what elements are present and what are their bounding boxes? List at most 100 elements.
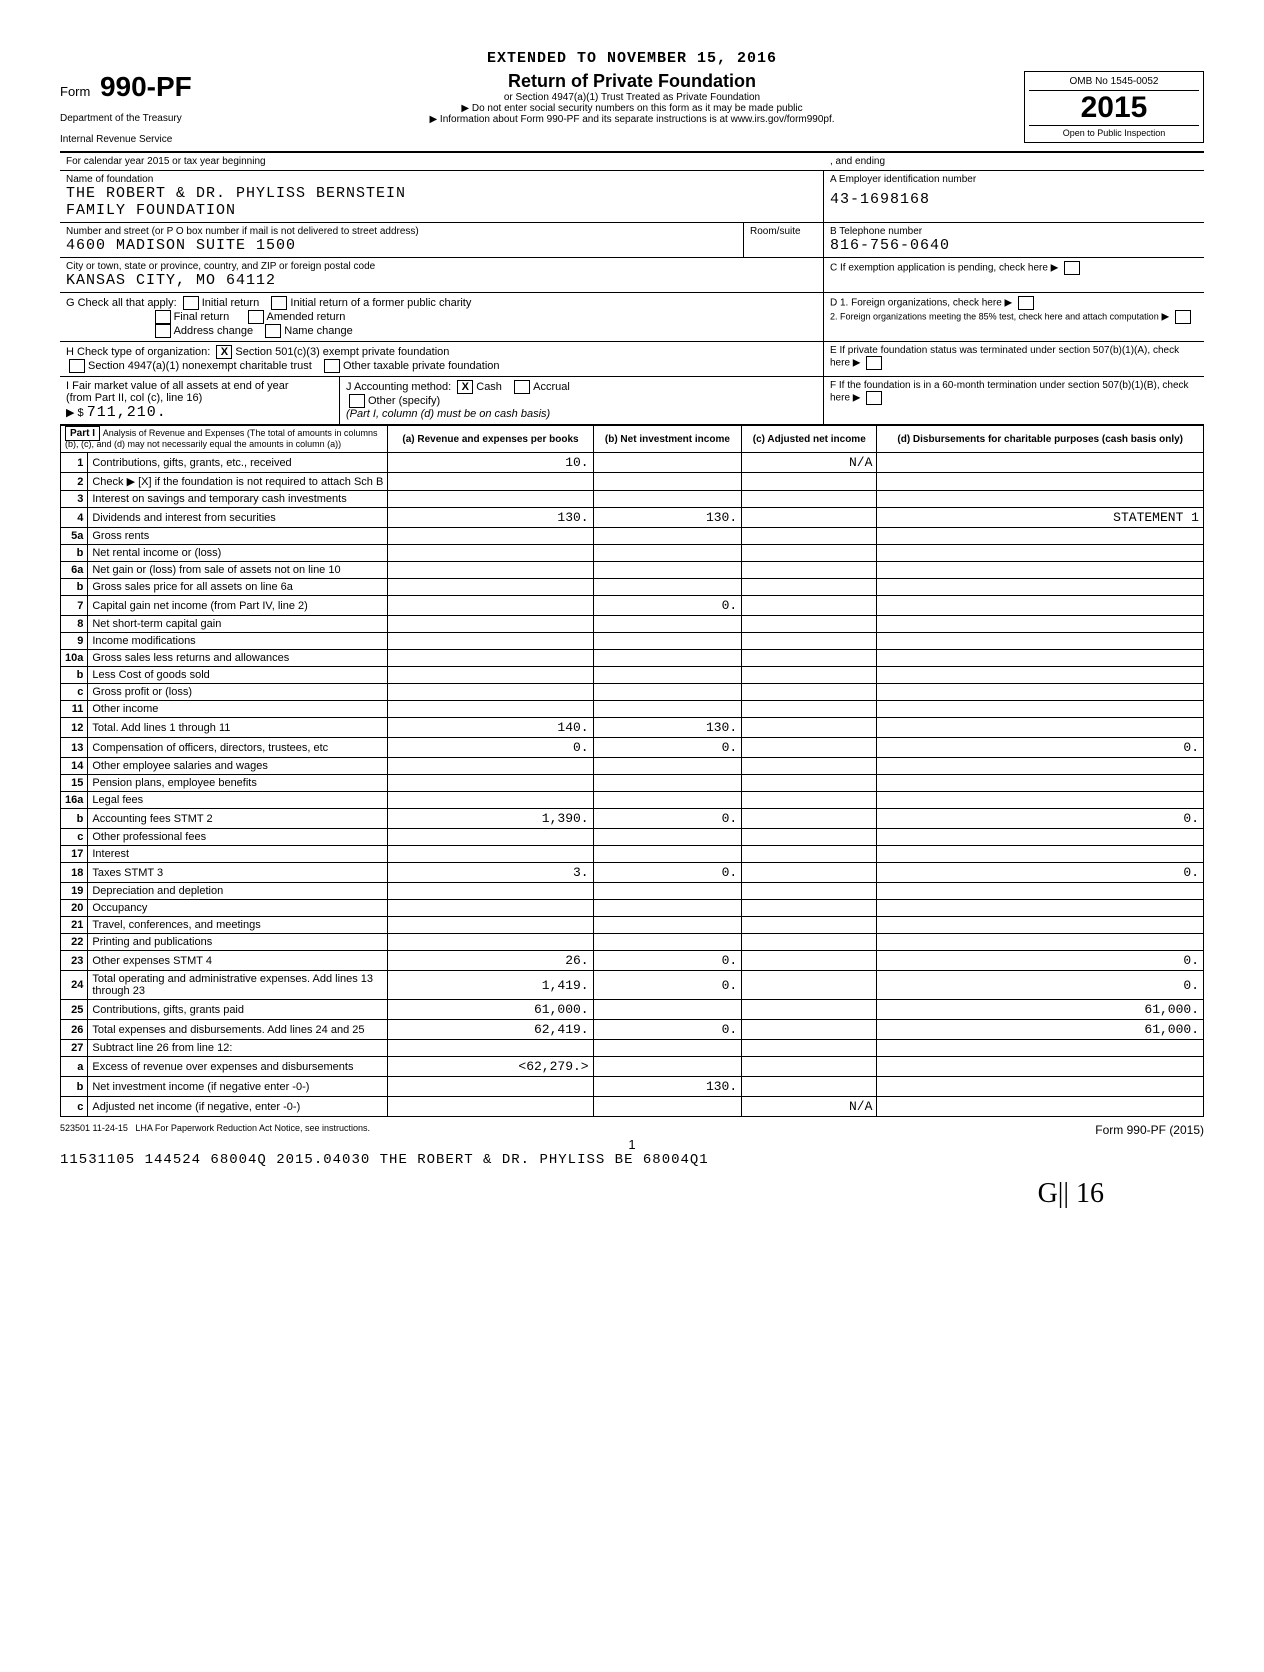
form-number: 990-PF [100,71,192,102]
col-a [388,545,593,562]
col-d [877,701,1204,718]
col-c: N/A [742,1097,877,1117]
col-b [593,1057,742,1077]
j-other-checkbox[interactable] [349,394,365,408]
form-sub2: ▶ Do not enter social security numbers o… [240,103,1024,114]
h3-checkbox[interactable] [324,359,340,373]
line-num: 21 [61,917,88,934]
col-a [388,616,593,633]
col-d: 0. [877,809,1204,829]
g-name-checkbox[interactable] [265,324,281,338]
line-desc: Net short-term capital gain [88,616,388,633]
col-a [388,667,593,684]
g-address-checkbox[interactable] [155,324,171,338]
line-num: 14 [61,758,88,775]
col-a [388,829,593,846]
line-num: 16a [61,792,88,809]
line-desc: Occupancy [88,900,388,917]
j-cash-checkbox[interactable]: X [457,380,473,394]
h1-checkbox[interactable]: X [216,345,232,359]
col-a [388,650,593,667]
extension-line: EXTENDED TO NOVEMBER 15, 2016 [60,50,1204,67]
cal-year-ending: , and ending [830,156,885,167]
line-num: b [61,1077,88,1097]
col-c [742,829,877,846]
col-b [593,934,742,951]
g-initial-checkbox[interactable] [183,296,199,310]
d2-checkbox[interactable] [1175,310,1191,324]
col-d [877,758,1204,775]
table-row: bAccounting fees STMT 21,390.0.0. [61,809,1204,829]
line-desc: Contributions, gifts, grants paid [88,1000,388,1020]
col-b [593,1000,742,1020]
col-b: 0. [593,1020,742,1040]
e-checkbox[interactable] [866,356,882,370]
table-row: 24Total operating and administrative exp… [61,971,1204,1000]
line-num: 17 [61,846,88,863]
f-checkbox[interactable] [866,391,882,405]
col-c [742,1020,877,1040]
table-row: 23Other expenses STMT 426.0.0. [61,951,1204,971]
col-c [742,1040,877,1057]
foundation-name-1: THE ROBERT & DR. PHYLISS BERNSTEIN [66,185,817,202]
col-d [877,934,1204,951]
col-d: 0. [877,971,1204,1000]
j-accrual-checkbox[interactable] [514,380,530,394]
col-b: 0. [593,971,742,1000]
tel-label: B Telephone number [830,226,1198,237]
part1-text: Analysis of Revenue and Expenses (The to… [65,428,377,449]
line-desc: Compensation of officers, directors, tru… [88,738,388,758]
line-desc: Other professional fees [88,829,388,846]
omb: OMB No 1545-0052 [1029,76,1199,91]
col-a: <62,279.> [388,1057,593,1077]
d1-checkbox[interactable] [1018,296,1034,310]
line-desc: Gross rents [88,528,388,545]
col-d [877,718,1204,738]
col-a: 62,419. [388,1020,593,1040]
table-row: cOther professional fees [61,829,1204,846]
tel-cell: B Telephone number 816-756-0640 [824,223,1204,257]
g-amended-checkbox[interactable] [248,310,264,324]
col-b [593,883,742,900]
h2-checkbox[interactable] [69,359,85,373]
table-row: cAdjusted net income (if negative, enter… [61,1097,1204,1117]
table-row: 10aGross sales less returns and allowanc… [61,650,1204,667]
table-row: 22Printing and publications [61,934,1204,951]
col-b [593,701,742,718]
line-desc: Printing and publications [88,934,388,951]
col-c: N/A [742,453,877,473]
col-a: 10. [388,453,593,473]
h-label: H Check type of organization: [66,346,210,358]
col-c [742,758,877,775]
col-b [593,491,742,508]
line-num: b [61,545,88,562]
g-final-checkbox[interactable] [155,310,171,324]
i-label: I Fair market value of all assets at end… [66,380,289,392]
col-c [742,971,877,1000]
year-box: OMB No 1545-0052 2015 Open to Public Ins… [1024,71,1204,143]
col-a: 61,000. [388,1000,593,1020]
addr-value: 4600 MADISON SUITE 1500 [66,237,737,254]
table-row: 8Net short-term capital gain [61,616,1204,633]
table-row: aExcess of revenue over expenses and dis… [61,1057,1204,1077]
line-num: 2 [61,473,88,491]
col-d [877,545,1204,562]
g-initial: Initial return [202,297,259,309]
col-b [593,473,742,491]
footer-row: 523501 11-24-15 LHA For Paperwork Reduct… [60,1123,1204,1137]
col-a [388,758,593,775]
col-d [877,453,1204,473]
col-a [388,596,593,616]
j-cell: J Accounting method: XCash Accrual Other… [340,377,824,424]
col-a [388,883,593,900]
col-c [742,491,877,508]
col-a [388,579,593,596]
c-checkbox[interactable] [1064,261,1080,275]
g-former-checkbox[interactable] [271,296,287,310]
col-a [388,1040,593,1057]
line-num: 5a [61,528,88,545]
table-row: 21Travel, conferences, and meetings [61,917,1204,934]
col-d [877,1077,1204,1097]
table-row: bGross sales price for all assets on lin… [61,579,1204,596]
col-b: 0. [593,738,742,758]
